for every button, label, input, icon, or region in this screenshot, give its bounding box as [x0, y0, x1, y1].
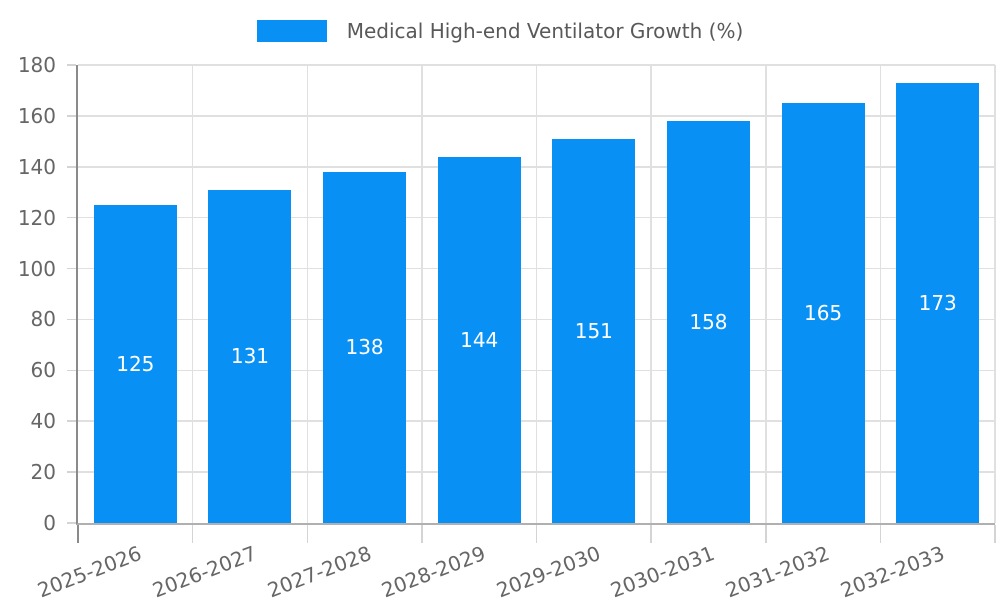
x-tick: [191, 525, 194, 543]
y-tick-label: 0: [43, 511, 56, 535]
y-tick-label: 160: [17, 103, 56, 128]
x-tick-label-text: 2030-2031: [607, 541, 719, 600]
x-tick-label: 2030-2031: [600, 541, 718, 600]
y-tick: [67, 166, 76, 168]
y-tick: [67, 216, 76, 219]
x-gridline: [994, 65, 996, 523]
bar: 144: [437, 156, 521, 523]
x-tick-label: 2029-2030: [486, 541, 603, 600]
bar-value-label: 138: [345, 335, 384, 360]
plot-area: 125 131 138 144 151 158 165 173: [67, 64, 996, 543]
y-tick: [67, 420, 76, 422]
x-tick-label-text: 2032-2033: [836, 541, 948, 600]
x-tick: [421, 525, 423, 543]
y-tick-label: 120: [17, 205, 56, 230]
x-tick: [994, 525, 996, 543]
bar-value-label: 144: [460, 327, 499, 352]
x-tick-label: 2028-2029: [371, 541, 488, 600]
bar: 125: [93, 204, 177, 523]
y-tick-label: 40: [30, 409, 56, 434]
y-tick: [67, 369, 76, 372]
legend: Medical High-end Ventilator Growth (%): [0, 19, 1000, 43]
x-gridline: [191, 65, 194, 523]
x-gridline: [765, 65, 767, 523]
x-gridline: [306, 65, 308, 523]
x-tick: [535, 525, 538, 543]
x-gridline: [650, 65, 652, 523]
bar: 165: [781, 103, 865, 523]
x-tick-label-text: 2027-2028: [263, 541, 375, 600]
x-gridline: [879, 65, 882, 523]
y-tick-label: 80: [30, 307, 56, 332]
y-tick-label: 140: [17, 154, 56, 179]
y-tick: [67, 267, 76, 270]
x-tick: [879, 525, 882, 543]
x-tick-label-text: 2029-2030: [493, 541, 604, 600]
y-tick: [67, 471, 76, 473]
x-tick: [77, 525, 79, 543]
x-tick-label-text: 2026-2027: [149, 541, 260, 600]
y-tick: [67, 115, 76, 117]
y-tick-label: 60: [30, 358, 56, 383]
x-tick-label: 2025-2026: [27, 541, 145, 600]
x-gridline: [421, 65, 423, 523]
y-tick-label: 100: [17, 256, 56, 281]
bar-value-label: 158: [689, 309, 728, 334]
x-tick: [765, 525, 767, 543]
x-tick-label: 2031-2032: [715, 541, 832, 600]
x-tick-label-text: 2028-2029: [378, 541, 489, 600]
bar-value-label: 125: [116, 351, 155, 376]
legend-label: Medical High-end Ventilator Growth (%): [346, 19, 744, 43]
bar-value-label: 131: [230, 344, 270, 369]
y-tick: [67, 318, 76, 321]
bar: 151: [552, 138, 636, 523]
x-tick-label-text: 2025-2026: [34, 541, 145, 600]
y-tick-label: 180: [17, 53, 56, 77]
bar: 158: [666, 120, 750, 523]
bar-value-label: 165: [803, 301, 843, 326]
bar: 173: [896, 82, 980, 523]
x-tick-label: 2026-2027: [142, 541, 259, 600]
x-tick: [650, 525, 652, 543]
bar: 138: [323, 171, 407, 523]
x-gridline: [535, 65, 538, 523]
x-tick-label: 2032-2033: [830, 541, 947, 600]
x-tick: [306, 525, 308, 543]
x-tick-label-text: 2031-2032: [722, 541, 833, 600]
bar-value-label: 151: [574, 318, 613, 343]
y-tick: [67, 64, 76, 66]
bar: 131: [208, 189, 292, 523]
y-tick: [67, 522, 76, 524]
y-tick-label: 20: [30, 460, 56, 485]
legend-swatch: [256, 20, 327, 42]
x-tick-label: 2027-2028: [257, 541, 374, 600]
bar-value-label: 173: [918, 290, 957, 315]
